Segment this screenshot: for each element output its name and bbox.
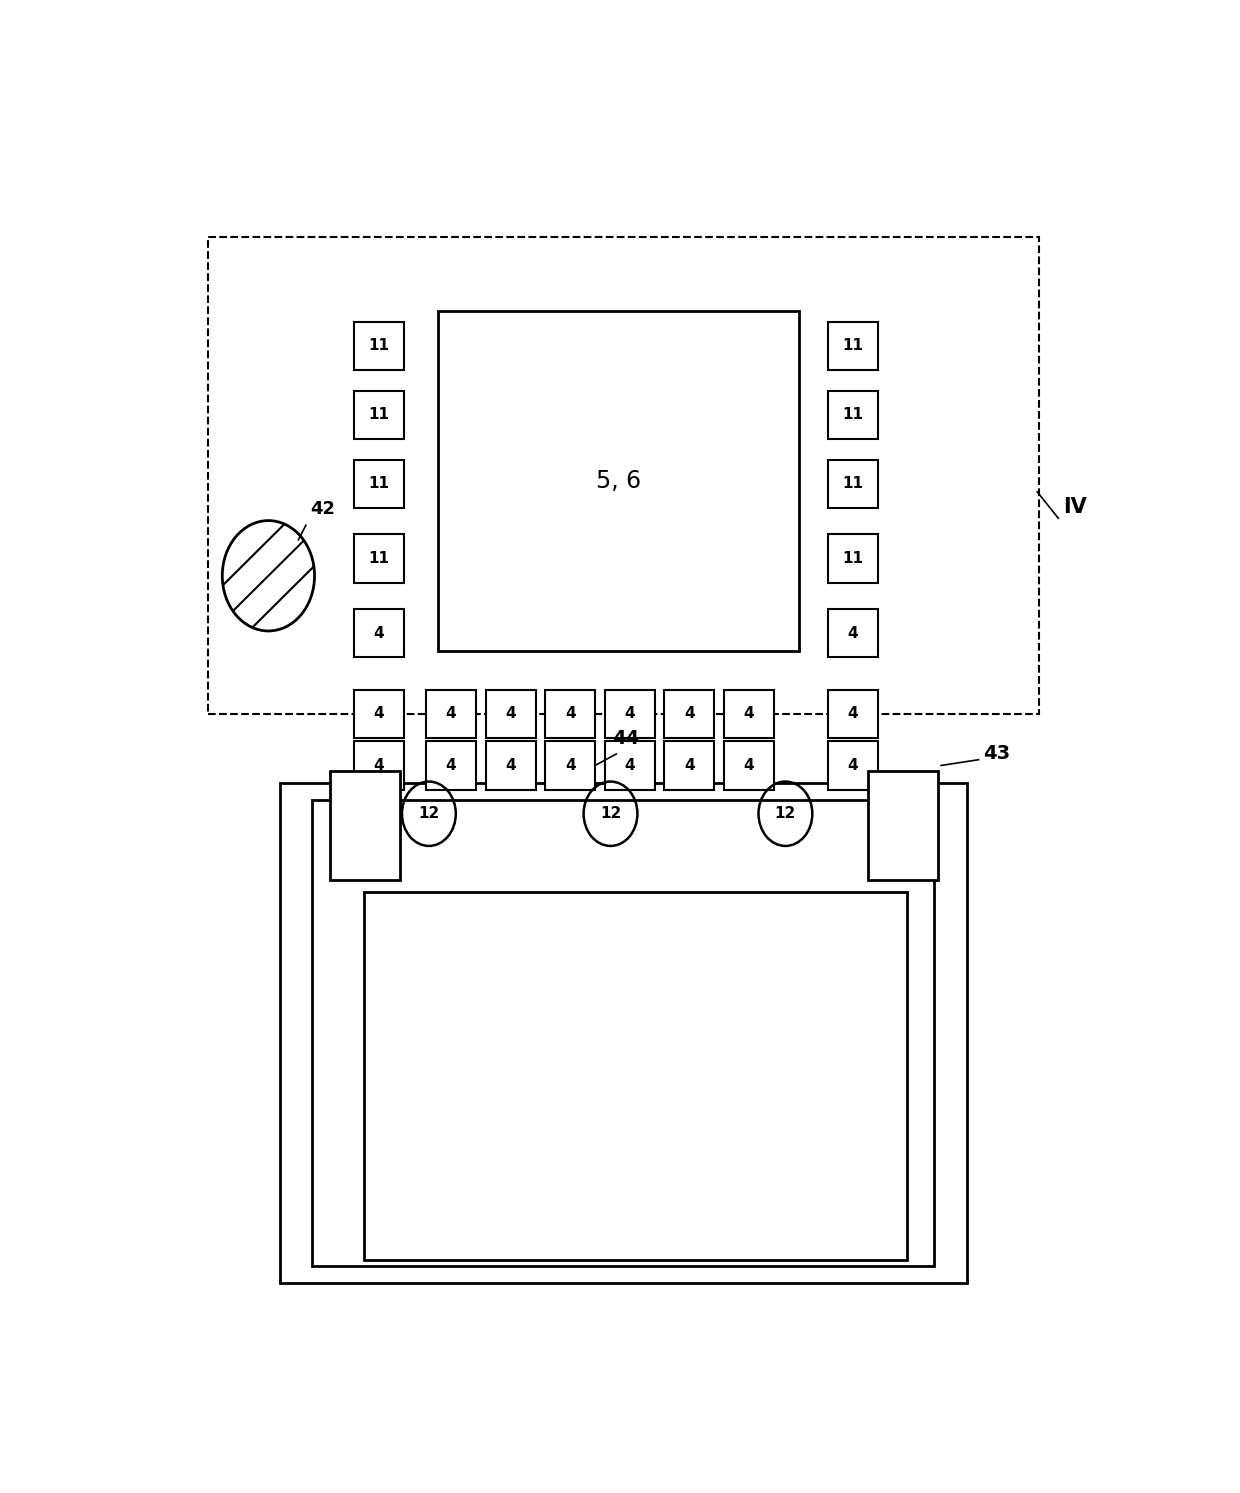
Text: 11: 11 [842, 551, 863, 566]
Text: 11: 11 [368, 476, 389, 491]
Text: 4: 4 [744, 706, 754, 721]
Text: 4: 4 [625, 758, 635, 773]
Bar [353, 321, 404, 370]
Text: 4: 4 [684, 706, 694, 721]
Bar [665, 690, 714, 738]
Bar [330, 772, 401, 881]
Text: 11: 11 [368, 408, 389, 423]
Bar [486, 742, 536, 790]
Bar [353, 742, 404, 790]
Text: 4: 4 [373, 706, 384, 721]
Bar [605, 690, 655, 738]
Text: 4: 4 [565, 706, 575, 721]
Text: 4: 4 [505, 706, 516, 721]
Bar [365, 891, 908, 1260]
Text: 4: 4 [847, 626, 858, 640]
Bar [828, 609, 878, 657]
Bar [353, 690, 404, 738]
Bar [724, 690, 774, 738]
Text: 43: 43 [983, 745, 1011, 763]
Bar [311, 800, 935, 1266]
Bar [353, 391, 404, 439]
Text: IV: IV [1063, 497, 1087, 517]
Text: 4: 4 [847, 706, 858, 721]
Text: 4: 4 [847, 758, 858, 773]
Bar [665, 742, 714, 790]
Text: 42: 42 [311, 500, 336, 518]
Text: 12: 12 [600, 806, 621, 821]
Text: 12: 12 [418, 806, 439, 821]
Text: 11: 11 [368, 551, 389, 566]
Text: 11: 11 [368, 339, 389, 354]
Bar [605, 742, 655, 790]
Text: 4: 4 [744, 758, 754, 773]
Bar [828, 534, 878, 582]
Bar [208, 237, 1039, 714]
Bar [439, 312, 799, 651]
Bar [724, 742, 774, 790]
Text: 44: 44 [613, 729, 640, 748]
Bar [828, 460, 878, 508]
Text: 4: 4 [445, 706, 456, 721]
Bar [546, 690, 595, 738]
Text: 5, 6: 5, 6 [596, 469, 641, 493]
Text: 4: 4 [565, 758, 575, 773]
Text: 4: 4 [625, 706, 635, 721]
Bar [546, 742, 595, 790]
Text: 4: 4 [505, 758, 516, 773]
Text: 12: 12 [775, 806, 796, 821]
Bar [486, 690, 536, 738]
Text: 4: 4 [684, 758, 694, 773]
Bar [353, 534, 404, 582]
Text: 11: 11 [842, 339, 863, 354]
Text: 4: 4 [445, 758, 456, 773]
Text: 11: 11 [842, 476, 863, 491]
Bar [427, 690, 476, 738]
Bar [828, 742, 878, 790]
Bar [353, 460, 404, 508]
Bar [828, 391, 878, 439]
Bar [828, 690, 878, 738]
Text: 11: 11 [842, 408, 863, 423]
Bar [427, 742, 476, 790]
Bar [353, 609, 404, 657]
Bar [280, 782, 967, 1282]
Bar [828, 321, 878, 370]
Bar [868, 772, 939, 881]
Text: 4: 4 [373, 758, 384, 773]
Text: 4: 4 [373, 626, 384, 640]
